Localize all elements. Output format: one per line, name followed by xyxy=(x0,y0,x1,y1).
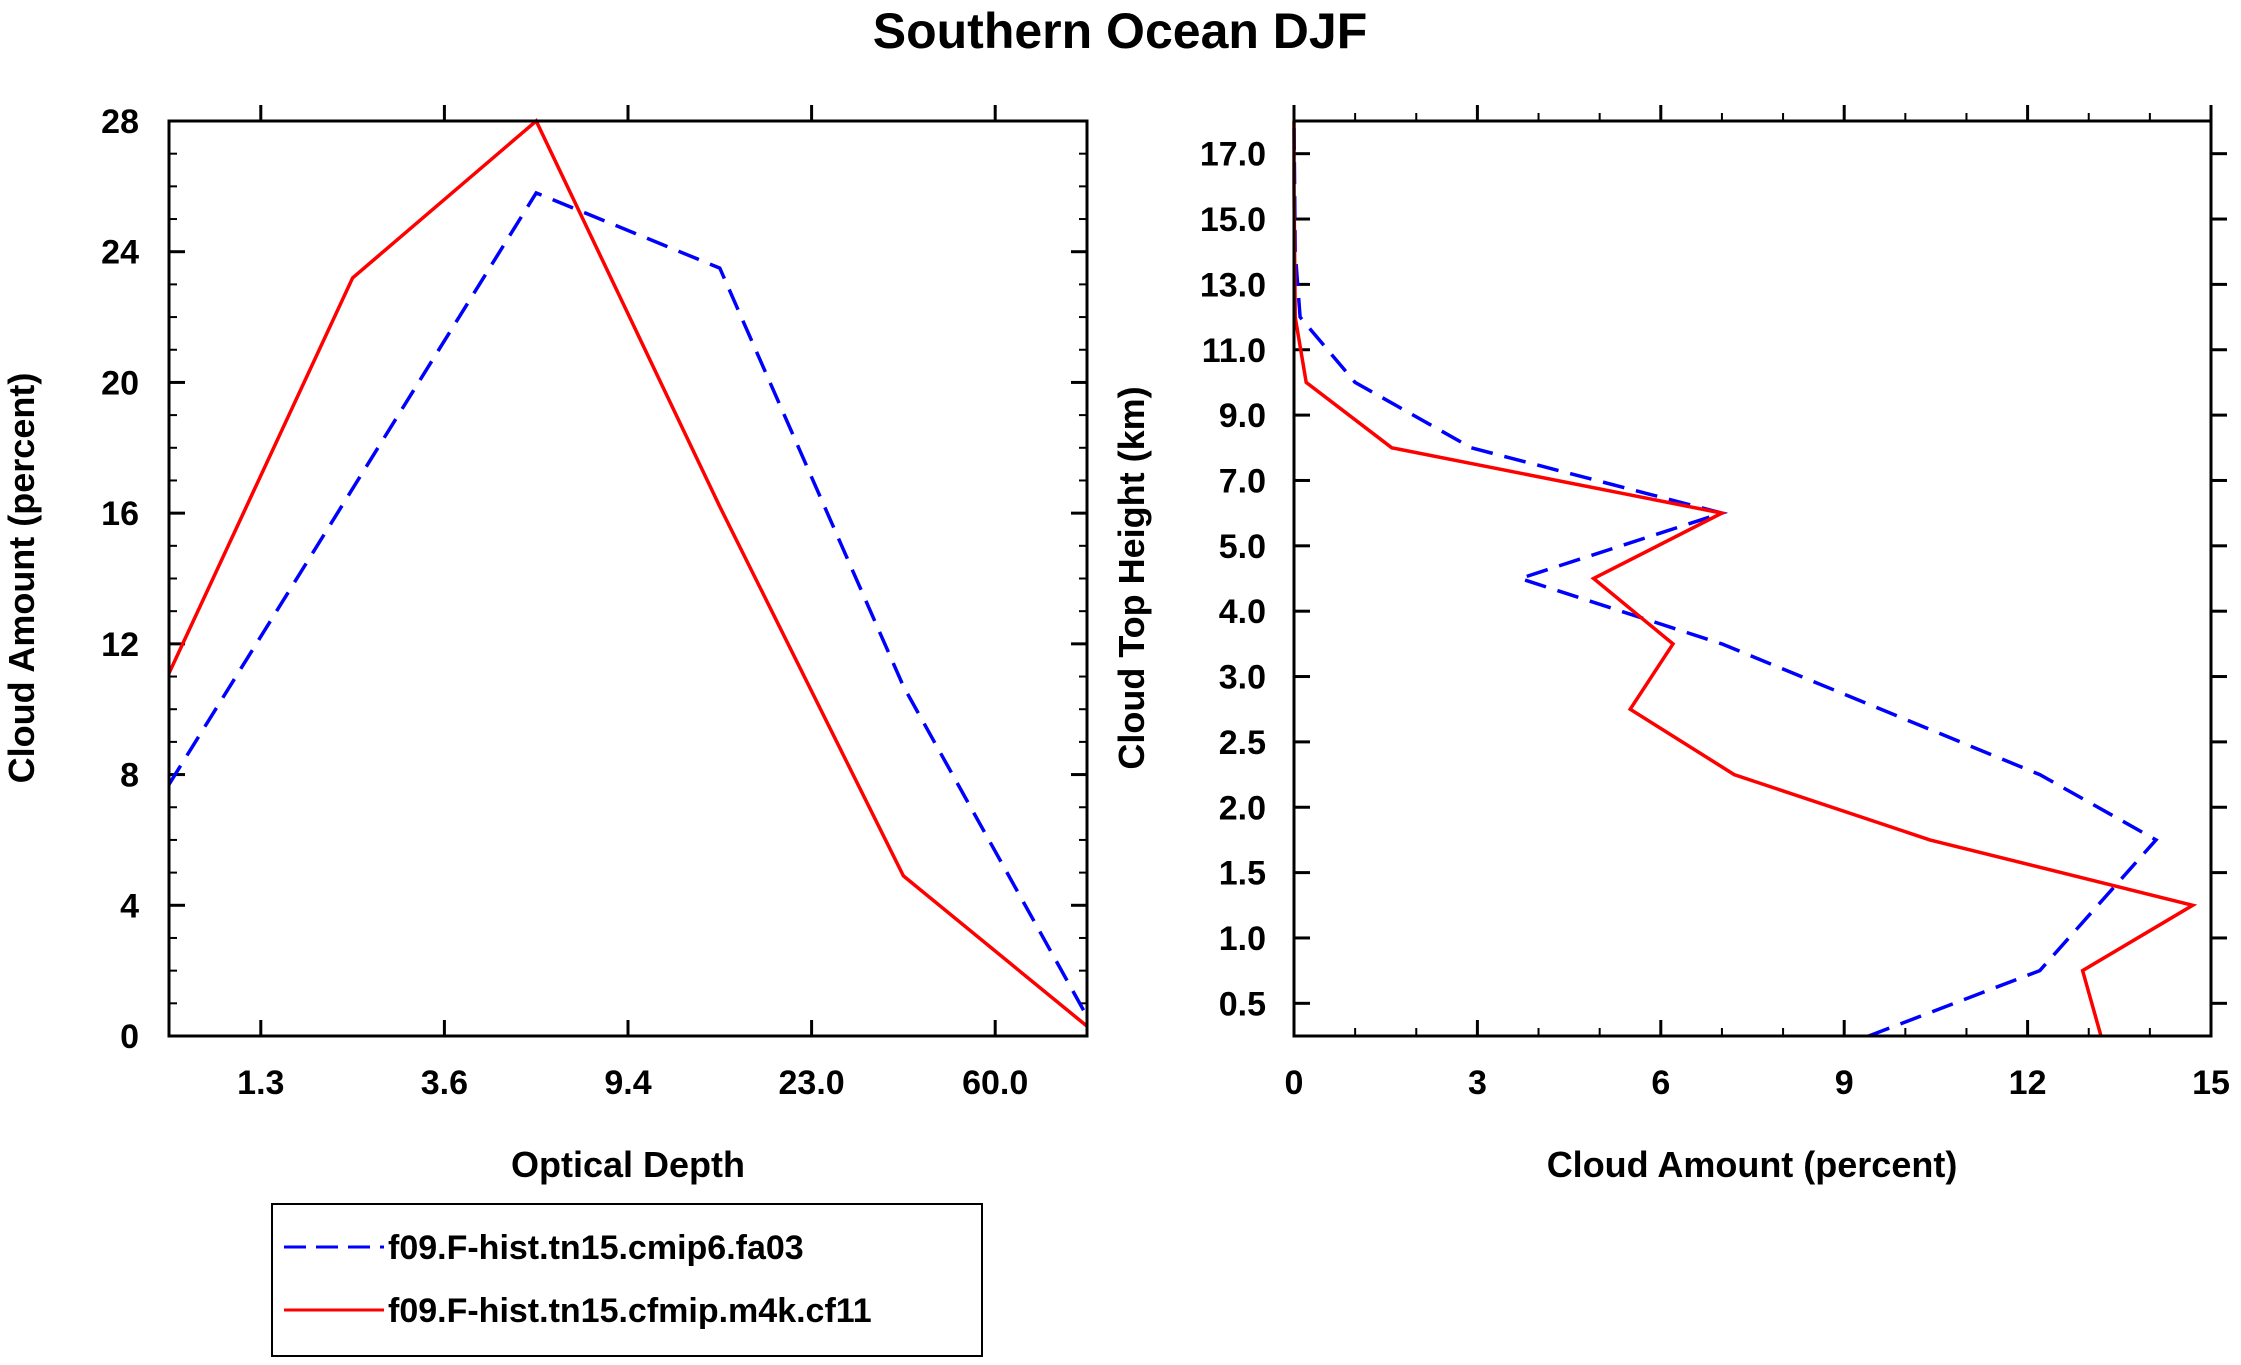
left-y-tick-label: 8 xyxy=(120,757,139,795)
right-series-lines xyxy=(1292,120,2198,1038)
right-y-tick-label: 13.0 xyxy=(1200,266,1266,304)
left-series-line-0 xyxy=(167,190,1089,1018)
right-plot: 0.5 1.0 1.5 2.0 2.5 3.0 4.0 5.0 7.0 9.0 11.0 13.0 15… xyxy=(1111,105,2230,1185)
left-x-tick-label: 23.0 xyxy=(779,1064,845,1102)
left-plot-frame xyxy=(167,119,1089,1038)
legend-box xyxy=(271,1203,983,1357)
right-y-tick-label: 15.0 xyxy=(1200,201,1266,239)
right-x-tick-label: 9 xyxy=(1835,1064,1854,1102)
right-plot-frame xyxy=(1292,119,2213,1038)
left-x-tick-label: 3.6 xyxy=(421,1064,468,1102)
left-y-tick-label: 20 xyxy=(101,364,139,402)
left-tick-labels: 0 4 8 12 16 20 24 28 1.3 3.6 9.4 23.0 60.0 xyxy=(101,103,1028,1102)
right-x-tick-label: 12 xyxy=(2009,1064,2047,1102)
left-x-tick-label: 1.3 xyxy=(237,1064,284,1102)
right-y-tick-label: 5.0 xyxy=(1219,528,1266,566)
left-y-tick-label: 12 xyxy=(101,626,139,664)
right-ticks xyxy=(1292,105,2227,1036)
right-y-tick-label: 17.0 xyxy=(1200,136,1266,174)
right-y-tick-label: 1.0 xyxy=(1219,920,1266,958)
left-y-axis-label: Cloud Amount (percent) xyxy=(1,373,42,784)
left-ticks xyxy=(169,105,1087,1038)
right-y-tick-label: 2.0 xyxy=(1219,789,1266,827)
right-x-tick-label: 15 xyxy=(2192,1064,2230,1102)
right-y-axis-label: Cloud Top Height (km) xyxy=(1111,386,1152,769)
right-series-line-0 xyxy=(1292,120,2159,1038)
left-y-tick-label: 0 xyxy=(120,1018,139,1056)
right-y-tick-label: 3.0 xyxy=(1219,659,1266,697)
left-x-tick-label: 9.4 xyxy=(604,1064,651,1102)
chart-title: Southern Ocean DJF xyxy=(873,3,1368,59)
right-y-tick-label: 1.5 xyxy=(1219,855,1266,893)
right-x-tick-label: 3 xyxy=(1468,1064,1487,1102)
left-x-axis-label: Optical Depth xyxy=(511,1144,745,1185)
right-y-tick-label: 4.0 xyxy=(1219,593,1266,631)
left-y-tick-label: 4 xyxy=(120,887,139,925)
left-y-tick-label: 24 xyxy=(101,234,139,272)
legend-label-cmip6: f09.F-hist.tn15.cmip6.fa03 xyxy=(388,1229,804,1267)
right-series-line-1 xyxy=(1292,121,2198,1037)
right-x-tick-label: 0 xyxy=(1285,1064,1304,1102)
left-y-tick-label: 16 xyxy=(101,495,139,533)
right-y-tick-label: 7.0 xyxy=(1219,462,1266,500)
left-plot: 0 4 8 12 16 20 24 28 1.3 3.6 9.4 23.0 60.0 Optical D… xyxy=(1,103,1089,1185)
left-y-tick-label: 28 xyxy=(101,103,139,141)
right-x-axis-label: Cloud Amount (percent) xyxy=(1547,1144,1958,1185)
left-series-line-1 xyxy=(167,118,1089,1028)
right-y-tick-label: 11.0 xyxy=(1202,332,1266,370)
right-tick-labels: 0.5 1.0 1.5 2.0 2.5 3.0 4.0 5.0 7.0 9.0 11.0 13.0 15… xyxy=(1200,136,2230,1102)
left-series-lines xyxy=(167,118,1089,1028)
right-y-tick-label: 0.5 xyxy=(1219,985,1266,1023)
right-y-tick-label: 2.5 xyxy=(1219,724,1266,762)
legend: f09.F-hist.tn15.cmip6.fa03 f09.F-hist.tn… xyxy=(271,1203,983,1357)
right-y-tick-label: 9.0 xyxy=(1219,397,1266,435)
right-x-tick-label: 6 xyxy=(1651,1064,1670,1102)
left-x-tick-label: 60.0 xyxy=(962,1064,1028,1102)
legend-label-m4k: f09.F-hist.tn15.cfmip.m4k.cf11 xyxy=(388,1292,872,1330)
